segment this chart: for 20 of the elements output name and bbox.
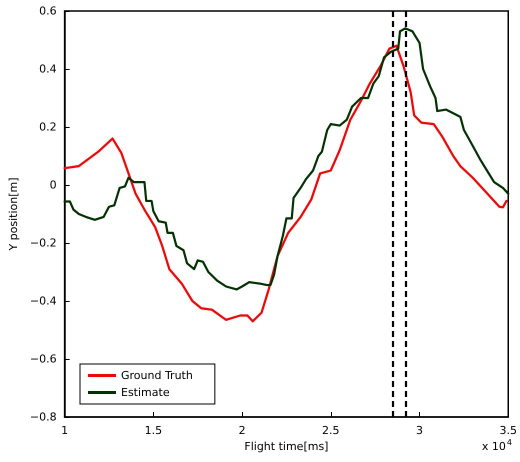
x-tick-label: 1: [61, 424, 68, 437]
legend-label: Estimate: [121, 386, 170, 399]
x-tick-label: 1.5: [144, 424, 162, 437]
x-axis-title: Flight time[ms]: [244, 440, 328, 453]
x-tick-label: 2: [238, 424, 246, 437]
y-tick-label: −0.4: [30, 294, 57, 308]
y-tick-label: 0.2: [39, 120, 57, 134]
line-series: [64, 44, 508, 322]
x-tick-label: 3: [416, 424, 424, 437]
y-tick-label: 0: [50, 178, 57, 192]
x-tick-label: 2.5: [322, 424, 340, 437]
y-tick-label: −0.6: [30, 352, 57, 366]
y-tick-label: 0.4: [39, 62, 57, 76]
y-tick-label: −0.2: [30, 236, 57, 250]
line-series: [64, 27, 510, 290]
y-tick-label: 0.6: [39, 4, 57, 18]
y-axis-title: Y position[m]: [7, 177, 20, 252]
legend-label: Ground Truth: [121, 369, 193, 382]
y-tick-label: −0.8: [30, 410, 57, 424]
x-tick-label: 3.5: [500, 424, 518, 437]
